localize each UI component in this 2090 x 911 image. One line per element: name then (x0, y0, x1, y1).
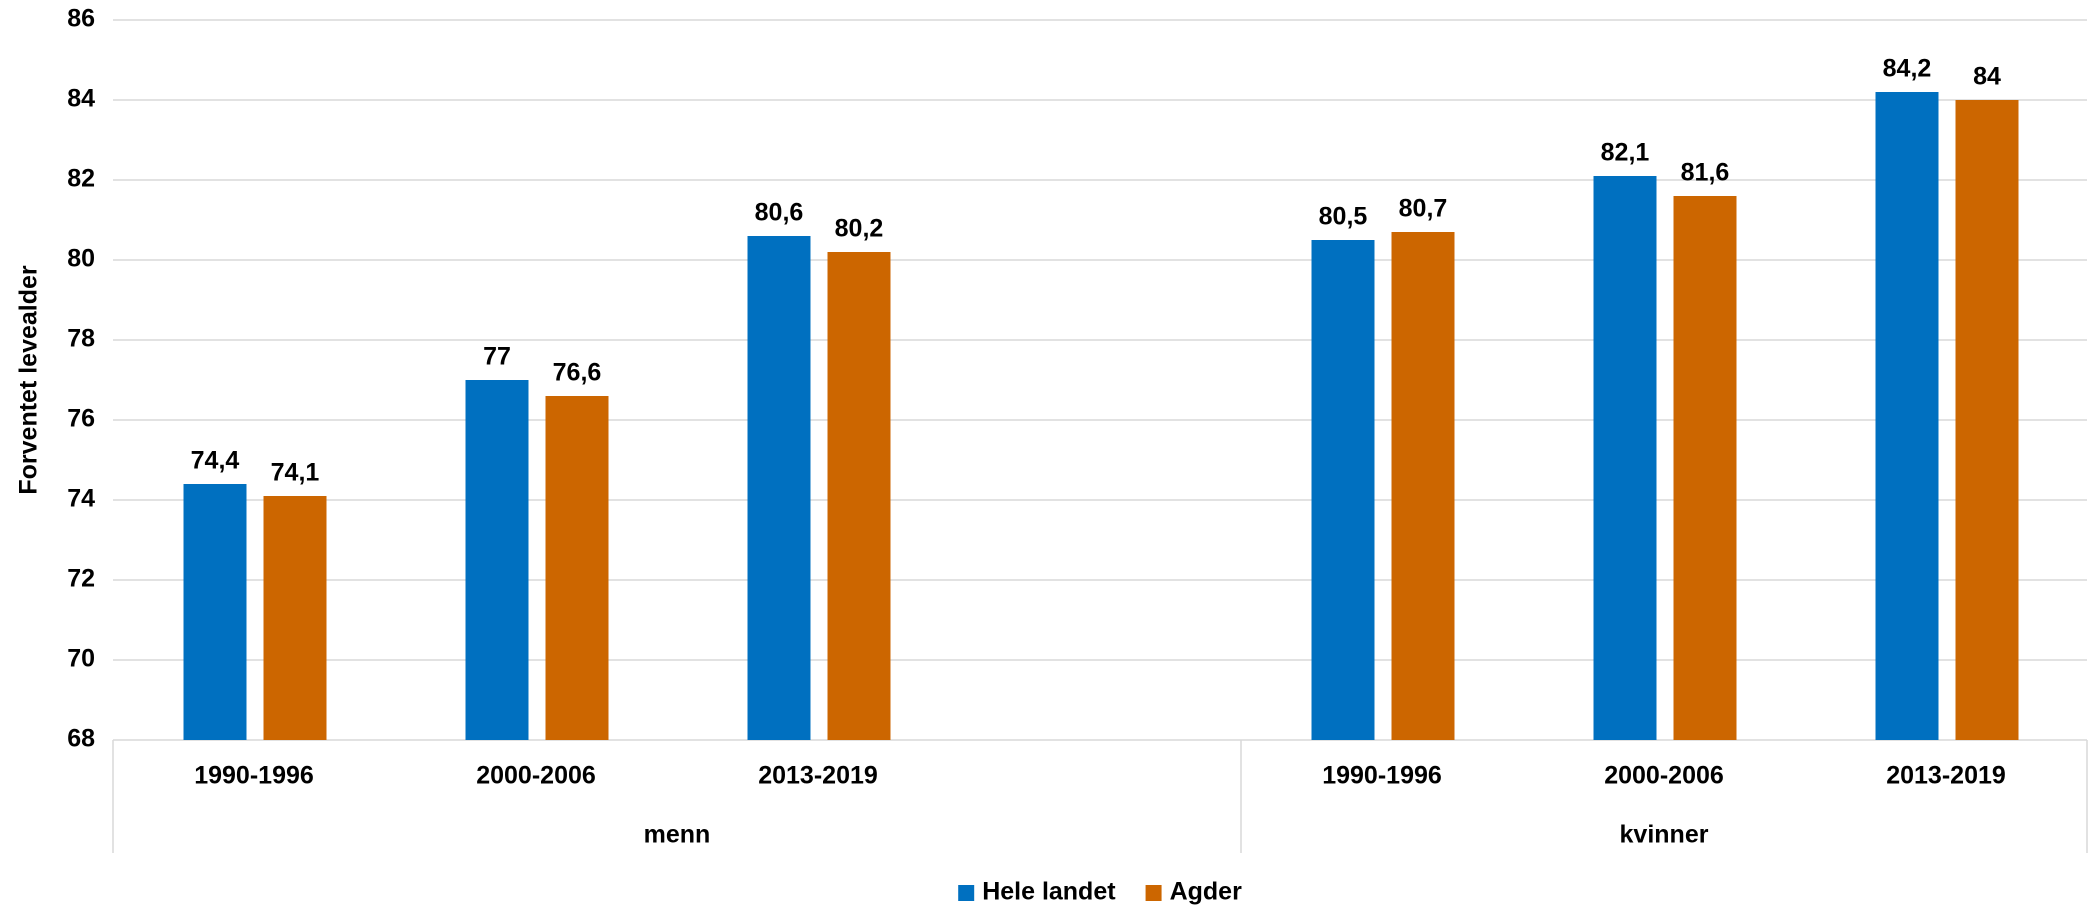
value-label: 76,6 (553, 359, 602, 387)
bar (263, 496, 327, 740)
bar (183, 484, 247, 740)
value-label: 80,5 (1319, 203, 1368, 231)
bar (827, 252, 891, 740)
bar (545, 396, 609, 740)
y-tick-label: 70 (67, 645, 95, 673)
y-tick-label: 80 (67, 245, 95, 273)
y-tick-label: 84 (67, 85, 95, 113)
value-label: 80,7 (1399, 195, 1448, 223)
legend-swatch (958, 885, 975, 901)
bar (1593, 176, 1657, 740)
bar (747, 236, 811, 740)
y-tick-label: 82 (67, 165, 95, 193)
y-tick-label: 68 (67, 725, 95, 753)
bar (1391, 232, 1455, 740)
y-tick-label: 74 (67, 485, 95, 513)
bar (1955, 100, 2019, 740)
value-label: 81,6 (1681, 159, 1730, 187)
value-label: 80,2 (835, 215, 884, 243)
legend-swatch (1145, 885, 1162, 901)
value-label: 77 (483, 343, 511, 371)
x-tick-label: 2000-2006 (476, 762, 596, 790)
legend-label: Agder (1170, 878, 1243, 906)
value-label: 74,4 (191, 447, 240, 475)
value-label: 74,1 (271, 459, 320, 487)
x-tick-label: 2000-2006 (1604, 762, 1724, 790)
bar (465, 380, 529, 740)
y-tick-label: 72 (67, 565, 95, 593)
x-tick-label: 1990-1996 (194, 762, 314, 790)
value-label: 84,2 (1883, 55, 1932, 83)
value-label: 84 (1973, 63, 2001, 91)
x-tick-label: 2013-2019 (758, 762, 878, 790)
y-tick-label: 78 (67, 325, 95, 353)
x-tick-label: 2013-2019 (1886, 762, 2006, 790)
bar (1311, 240, 1375, 740)
bar (1875, 92, 1939, 740)
value-label: 80,6 (755, 199, 804, 227)
group-label: kvinner (1620, 821, 1709, 849)
y-tick-label: 86 (67, 5, 95, 33)
value-label: 82,1 (1601, 139, 1650, 167)
y-axis-title: Forventet levealder (15, 265, 43, 495)
x-tick-label: 1990-1996 (1322, 762, 1442, 790)
legend-label: Hele landet (982, 878, 1116, 906)
y-tick-label: 76 (67, 405, 95, 433)
bar (1673, 196, 1737, 740)
group-label: menn (644, 821, 711, 849)
